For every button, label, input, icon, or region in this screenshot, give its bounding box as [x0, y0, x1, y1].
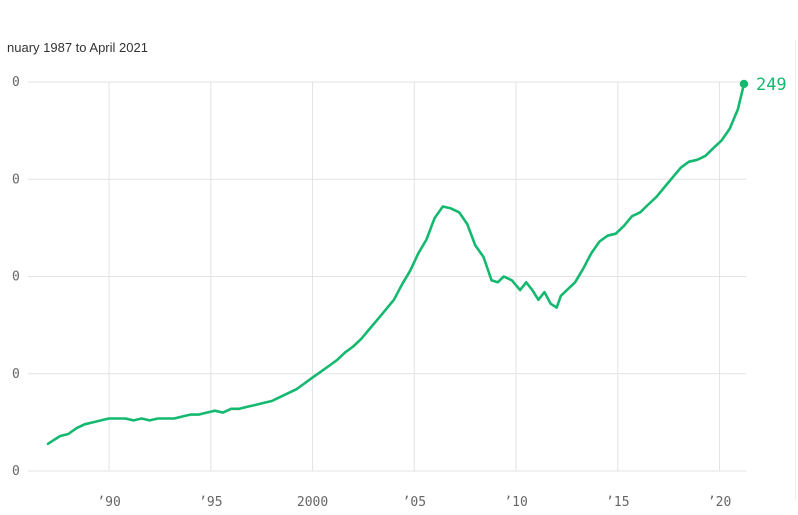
axis-labels: 0 0 0 0 0 ʼ90 ʼ95 2000 ʼ05 ʼ10 ʼ15 ʼ20: [12, 75, 731, 510]
series-layer: 249: [46, 75, 787, 446]
y-tick-label: 0: [12, 270, 20, 285]
right-divider: [795, 40, 796, 500]
x-tick-label: ʼ95: [199, 495, 222, 510]
y-tick-label: 0: [12, 367, 20, 382]
x-tick-label: ʼ90: [97, 495, 120, 510]
x-tick-label: ʼ05: [403, 495, 426, 510]
y-tick-label: 0: [12, 464, 20, 479]
y-tick-label: 0: [12, 172, 20, 187]
x-tick-label: ʼ10: [504, 495, 527, 510]
end-value-label: 249: [756, 75, 787, 95]
gridlines: [28, 81, 746, 472]
x-tick-label: 2000: [297, 495, 328, 510]
y-tick-label: 0: [12, 75, 20, 90]
series-line: [46, 82, 746, 446]
end-point-dot: [739, 79, 749, 89]
chart-subtitle: nuary 1987 to April 2021: [7, 40, 148, 55]
x-tick-label: ʼ15: [606, 495, 629, 510]
x-tick-label: ʼ20: [708, 495, 731, 510]
